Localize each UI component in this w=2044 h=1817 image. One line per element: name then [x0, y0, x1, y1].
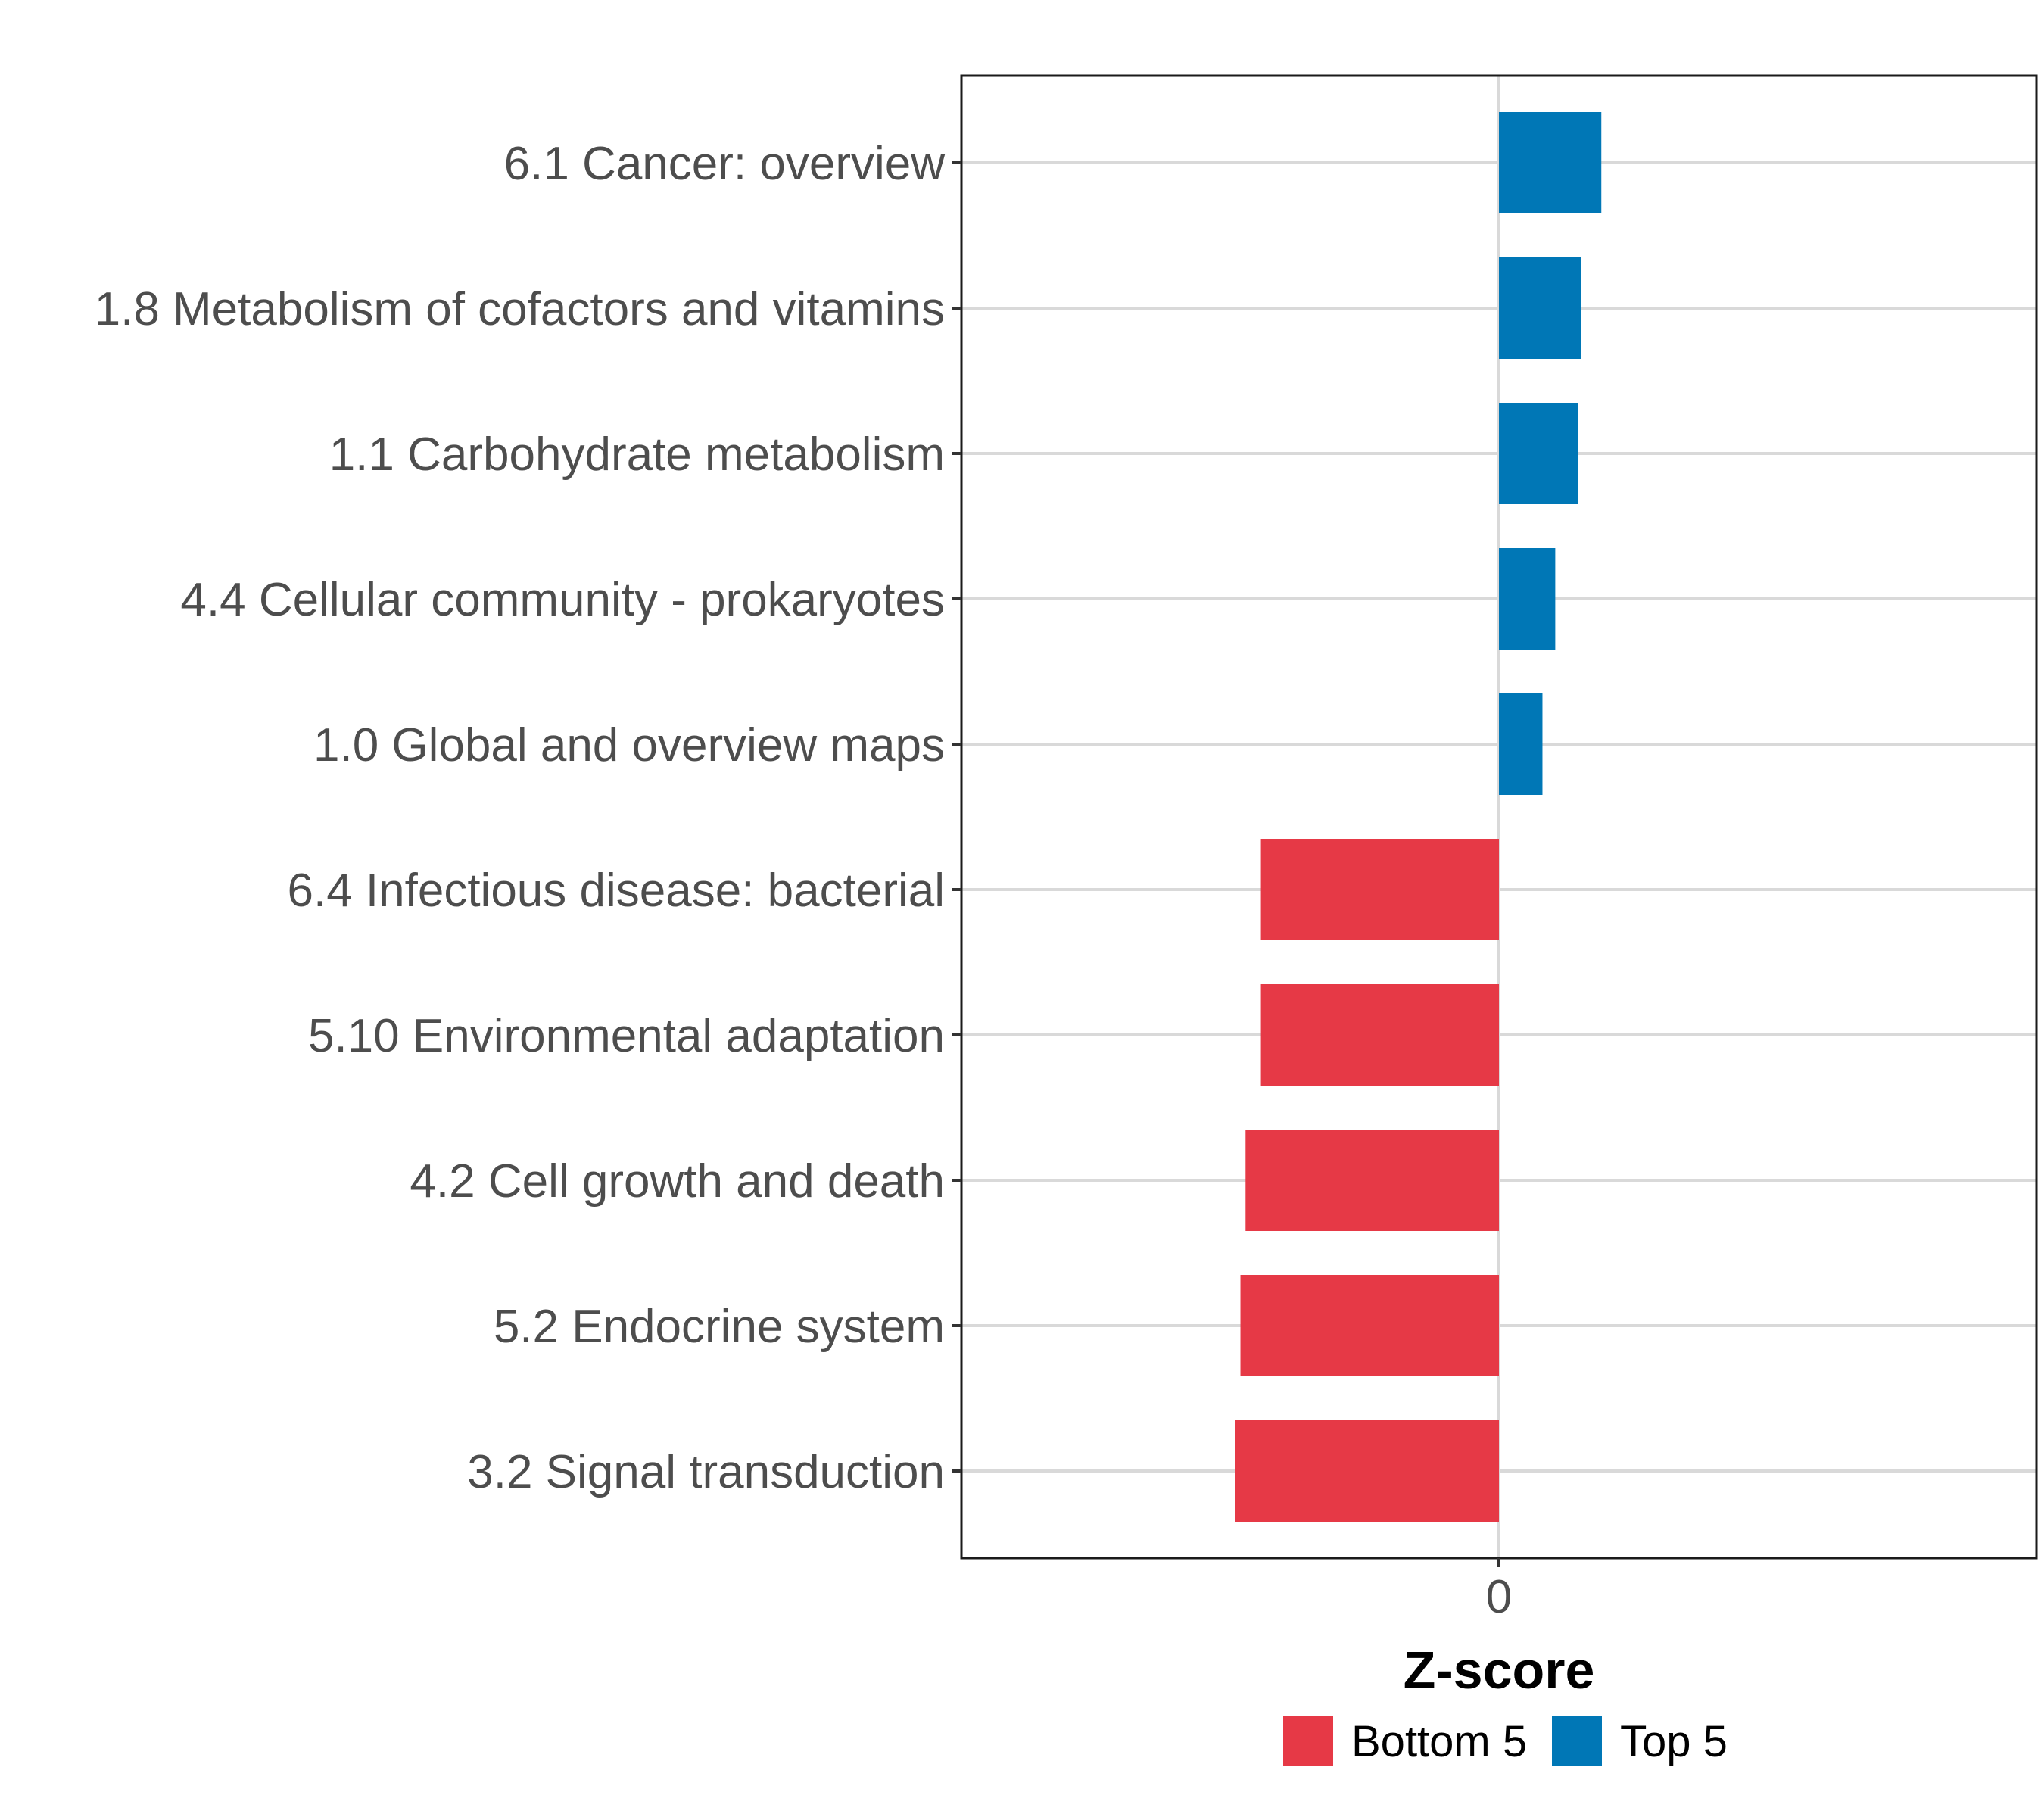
legend-label: Top 5: [1620, 1717, 1728, 1766]
bar-2: [1499, 403, 1578, 504]
x-tick-label: 0: [1486, 1571, 1512, 1623]
bar-6: [1260, 984, 1499, 1086]
x-axis-title: Z-score: [1404, 1641, 1595, 1700]
bar-5: [1260, 839, 1499, 940]
y-tick-label: 1.1 Carbohydrate metabolism: [329, 429, 945, 481]
legend: Bottom 5 Top 5: [1283, 1716, 1728, 1766]
bar-4: [1499, 693, 1543, 795]
legend-label: Bottom 5: [1351, 1717, 1527, 1766]
y-axis: 6.1 Cancer: overview 1.8 Metabolism of co…: [95, 138, 961, 1498]
y-tick-label: 4.2 Cell growth and death: [410, 1155, 945, 1208]
y-tick-label: 1.8 Metabolism of cofactors and vitamins: [95, 283, 945, 335]
y-tick-label: 5.10 Environmental adaptation: [308, 1010, 945, 1062]
bar-9: [1235, 1420, 1499, 1522]
bar-0: [1499, 112, 1602, 213]
x-axis: 0: [1486, 1558, 1512, 1623]
bar-7: [1245, 1130, 1499, 1231]
legend-key: [1552, 1716, 1602, 1766]
bar-3: [1499, 548, 1556, 650]
y-tick-label: 1.0 Global and overview maps: [313, 719, 945, 771]
y-tick-label: 5.2 Endocrine system: [494, 1301, 945, 1353]
bar-8: [1240, 1275, 1499, 1376]
y-tick-label: 3.2 Signal transduction: [467, 1446, 945, 1498]
bar-1: [1499, 257, 1581, 359]
bars: [1235, 112, 1602, 1522]
y-tick-label: 4.4 Cellular community - prokaryotes: [180, 574, 945, 626]
y-tick-label: 6.1 Cancer: overview: [504, 138, 946, 190]
legend-key: [1283, 1716, 1333, 1766]
y-tick-label: 6.4 Infectious disease: bacterial: [287, 865, 945, 917]
